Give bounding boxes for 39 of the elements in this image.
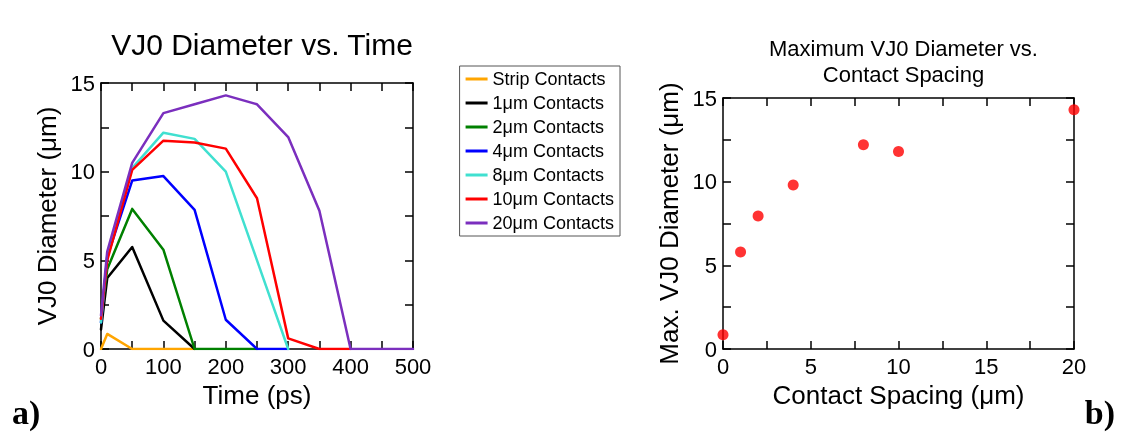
- chart-title: VJ0 Diameter vs. Time: [111, 27, 413, 61]
- point: [735, 246, 747, 258]
- y-tick-label: 15: [692, 85, 717, 111]
- legend-label: 4μm Contacts: [492, 141, 604, 161]
- y-tick-label: 10: [70, 159, 95, 185]
- point: [893, 146, 904, 158]
- x-axis-title: Time (ps): [202, 379, 312, 410]
- point: [717, 329, 729, 341]
- x-tick-label: 5: [804, 353, 817, 379]
- x-tick-label: 500: [394, 353, 432, 379]
- point: [1068, 104, 1080, 116]
- y-axis-title: Max. VJ0 Diameter (μm): [653, 82, 684, 365]
- point: [752, 210, 764, 222]
- y-tick-label: 0: [704, 336, 717, 362]
- y-tick-label: 5: [82, 247, 95, 273]
- y-tick-label: 10: [692, 169, 717, 195]
- legend-label: 8μm Contacts: [492, 165, 604, 185]
- x-tick-label: 100: [145, 353, 182, 379]
- x-tick-label: 200: [207, 353, 245, 379]
- x-tick-label: 15: [974, 353, 999, 379]
- legend-label: 2μm Contacts: [492, 117, 604, 137]
- y-tick-label: 5: [704, 252, 717, 278]
- y-tick-label: 15: [70, 70, 95, 96]
- x-tick-label: 400: [332, 353, 369, 379]
- x-tick-label: 10: [886, 353, 911, 379]
- point: [787, 179, 799, 191]
- x-tick-label: 20: [1061, 353, 1087, 379]
- text: b): [1084, 393, 1115, 432]
- chart-title: Maximum VJ0 Diameter vs. Contact Spacing: [769, 35, 1038, 87]
- point: [857, 139, 869, 151]
- y-axis-title: VJ0 Diameter (μm): [31, 106, 62, 326]
- text: a): [12, 393, 41, 432]
- legend-label: 1μm Contacts: [492, 93, 604, 113]
- y-tick-label: 0: [82, 336, 95, 362]
- legend-label: 10μm Contacts: [492, 189, 614, 209]
- legend-label: 20μm Contacts: [492, 213, 614, 233]
- x-axis-title: Contact Spacing (μm): [772, 379, 1025, 410]
- x-tick-label: 300: [269, 353, 307, 379]
- legend-label: Strip Contacts: [492, 69, 606, 89]
